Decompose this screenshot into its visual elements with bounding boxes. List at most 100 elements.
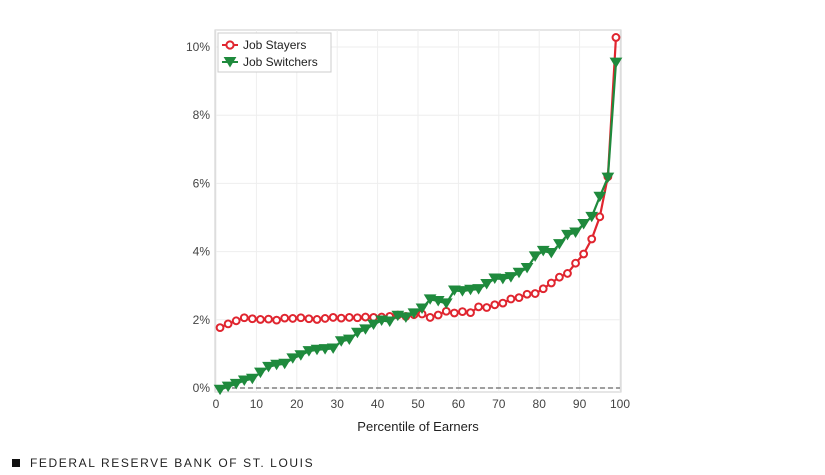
- data-point: [264, 314, 273, 324]
- data-point: [456, 286, 469, 297]
- data-point: [522, 289, 532, 299]
- data-point: [312, 315, 322, 324]
- data-point: [237, 375, 251, 386]
- data-point: [342, 334, 356, 346]
- data-point: [361, 312, 370, 322]
- data-point: [353, 313, 362, 323]
- data-point: [278, 358, 292, 370]
- data-point: [488, 273, 502, 284]
- data-point: [415, 303, 429, 315]
- data-point: [520, 262, 534, 274]
- series-job-switchers: [213, 57, 623, 396]
- tick-labels: 0 10 20 30 40 50 60 70 80 90 100 0% 2% 4% 6% 8% 10%: [186, 40, 630, 411]
- data-point: [407, 308, 421, 319]
- data-point: [563, 269, 572, 278]
- x-tick-label: 60: [452, 397, 466, 411]
- x-tick-label: 100: [610, 397, 630, 411]
- data-point: [569, 227, 582, 238]
- data-point: [439, 298, 453, 309]
- data-point: [215, 323, 225, 333]
- data-point: [561, 229, 574, 241]
- data-point: [577, 218, 591, 230]
- data-point: [528, 251, 542, 262]
- x-tick-label: 10: [250, 397, 264, 411]
- data-point: [270, 359, 283, 371]
- data-point: [247, 314, 257, 324]
- data-point: [223, 319, 233, 329]
- data-point: [496, 273, 510, 285]
- data-point: [506, 294, 516, 304]
- data-point: [302, 346, 316, 357]
- data-point: [334, 336, 348, 347]
- source-text: FEDERAL RESERVE BANK OF ST. LOUIS: [30, 456, 315, 470]
- data-point: [490, 300, 500, 310]
- data-point: [286, 353, 300, 364]
- y-tick-label: 6%: [193, 176, 211, 190]
- legend-switchers-label: Job Switchers: [243, 55, 318, 69]
- series-job-stayers: [215, 33, 621, 333]
- x-tick-label: 0: [213, 397, 220, 411]
- x-tick-label: 30: [331, 397, 345, 411]
- data-point: [433, 310, 443, 320]
- data-point: [514, 293, 524, 303]
- x-tick-label: 50: [411, 397, 425, 411]
- data-point: [239, 313, 249, 323]
- data-point: [336, 313, 346, 323]
- data-point: [571, 258, 580, 268]
- data-point: [310, 344, 324, 356]
- brand-square-icon: [12, 459, 20, 467]
- legend-box: [217, 32, 332, 73]
- data-point: [601, 172, 615, 184]
- data-point: [449, 308, 459, 318]
- data-point: [256, 315, 265, 324]
- data-point: [466, 308, 475, 318]
- data-point: [288, 314, 298, 323]
- data-point: [472, 284, 485, 295]
- y-tick-label: 8%: [193, 108, 211, 122]
- data-point: [555, 272, 564, 282]
- data-point: [328, 313, 338, 322]
- data-point: [546, 278, 556, 288]
- data-point: [425, 313, 435, 322]
- series-group: [213, 33, 623, 396]
- x-tick-label: 40: [371, 397, 385, 411]
- data-point: [231, 316, 241, 326]
- x-tick-label: 80: [533, 397, 547, 411]
- x-tick-label: 90: [573, 397, 587, 411]
- data-point: [294, 350, 308, 361]
- data-point: [447, 285, 461, 296]
- data-point: [458, 307, 467, 317]
- y-tick-label: 10%: [186, 40, 210, 54]
- data-point: [399, 312, 413, 323]
- y-tick-label: 4%: [193, 245, 211, 259]
- data-point: [262, 361, 275, 373]
- y-tick-label: 2%: [193, 313, 211, 327]
- data-point: [544, 247, 558, 259]
- data-point: [579, 249, 589, 259]
- data-point: [595, 212, 605, 222]
- x-tick-label: 20: [290, 397, 304, 411]
- data-point: [221, 381, 235, 393]
- data-point: [367, 319, 380, 331]
- source-credit: FEDERAL RESERVE BANK OF ST. LOUIS: [12, 456, 314, 470]
- data-point: [480, 278, 494, 290]
- data-point: [304, 314, 314, 324]
- data-point: [464, 284, 477, 296]
- data-point: [587, 234, 597, 244]
- data-point: [538, 284, 548, 294]
- data-point: [585, 211, 599, 223]
- data-point: [318, 344, 332, 355]
- data-point: [512, 267, 526, 279]
- data-point: [254, 367, 267, 379]
- data-point: [229, 378, 243, 390]
- legend-stayers-label: Job Stayers: [243, 38, 306, 52]
- data-point: [213, 384, 227, 396]
- data-point: [359, 324, 372, 335]
- x-tick-label: 70: [492, 397, 506, 411]
- data-point: [383, 316, 397, 327]
- data-point: [272, 315, 282, 325]
- data-point: [351, 327, 364, 339]
- legend-switchers-marker: [223, 57, 237, 68]
- legend-stayers-marker: [225, 40, 235, 50]
